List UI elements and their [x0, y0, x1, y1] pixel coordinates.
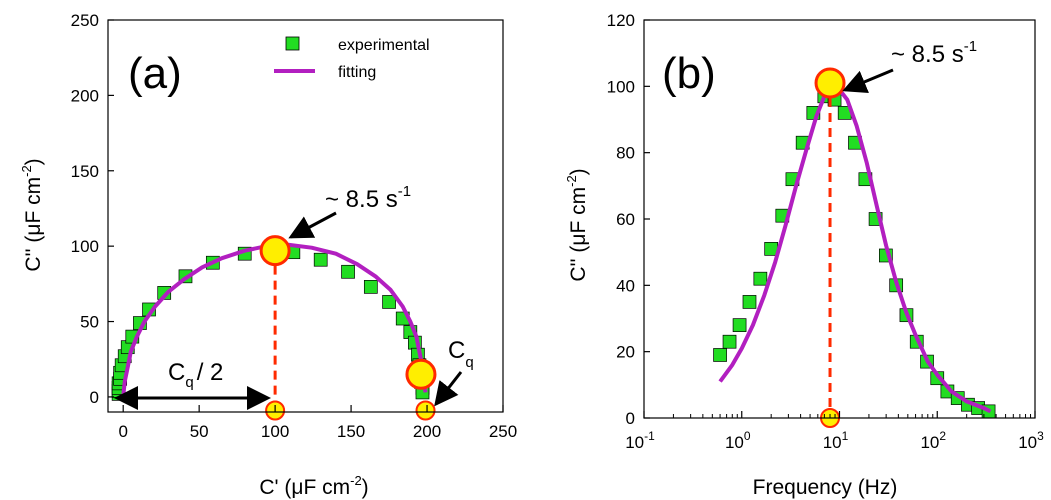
panel-b-y-ticks: 0 20 40 60 80 100 120 [607, 11, 650, 428]
legend-experimental-marker [285, 36, 300, 51]
panel-a-y-ticks: 0 50 100 150 200 250 [71, 11, 114, 407]
y-tick-label: 50 [80, 313, 99, 332]
panel-a-plot-frame [107, 19, 504, 413]
fitting-line [718, 84, 992, 414]
panel-a-y-axis-title: C'' (μF cm-2) [19, 158, 45, 271]
panel-a-peak-arrow [288, 211, 337, 239]
panel-a-legend: experimental fitting [274, 36, 430, 81]
x-tick-label: 100 [725, 429, 751, 452]
experimental-point [341, 264, 355, 279]
panel-a-x-axis-title: C' (μF cm-2) [259, 473, 368, 499]
experimental-point [382, 295, 396, 309]
panel-a-peak-annotation: ~ 8.5 s-1 [288, 183, 411, 239]
x-tick-label: 101 [823, 429, 849, 452]
x-tick-label: 100 [261, 422, 289, 441]
y-tick-label: 100 [71, 237, 99, 256]
y-tick-label: 100 [607, 77, 635, 96]
y-tick-label: 80 [616, 144, 635, 163]
axis-point [415, 400, 436, 421]
panel-a-peak-text: ~ 8.5 s-1 [325, 183, 411, 213]
panel-b-peak-text: ~ 8.5 s-1 [891, 38, 977, 68]
y-tick-label: 150 [71, 162, 99, 181]
x-tick-label: 150 [337, 422, 365, 441]
x-tick-label: 250 [489, 422, 517, 441]
experimental-point [742, 295, 757, 309]
panel-a-half-annotation: Cq/ 2 [114, 359, 271, 410]
panel-a-cq-text: Cq [448, 337, 474, 371]
experimental-point [313, 252, 328, 267]
x-tick-label: 102 [920, 429, 946, 452]
panel-b-experimental-series [713, 89, 996, 419]
panel-a: 0 50 100 150 200 250 0 50 100 150 200 250 (a) expe… [19, 11, 517, 499]
x-tick-label: 10-1 [625, 429, 655, 452]
y-tick-label: 0 [626, 409, 635, 428]
panel-a-label: (a) [128, 49, 182, 98]
experimental-point [363, 280, 378, 294]
panel-b-fitting-series [718, 84, 992, 414]
y-tick-label: 0 [90, 388, 99, 407]
legend-experimental-label: experimental [338, 37, 430, 54]
y-tick-label: 40 [616, 276, 635, 295]
panel-b-x-axis-title: Frequency (Hz) [753, 476, 898, 499]
panel-b-peak-arrow [842, 68, 894, 93]
highlight-point [814, 67, 846, 99]
panel-a-cq-arrow [434, 371, 463, 407]
panel-b: 10-1 100 101 102 103 0 20 40 60 80 100 120 (b) ~ 8… [564, 11, 1044, 499]
panel-a-x-ticks: 0 50 100 150 200 250 [118, 405, 517, 441]
panel-b-peak-annotation: ~ 8.5 s-1 [842, 38, 977, 93]
x-tick-label: 200 [413, 422, 441, 441]
highlight-point [259, 235, 291, 267]
y-tick-label: 20 [616, 343, 635, 362]
panel-a-half-text: Cq/ 2 [168, 359, 223, 391]
experimental-point [753, 271, 768, 286]
highlight-point [405, 358, 437, 390]
y-tick-label: 60 [616, 210, 635, 229]
experimental-point [732, 318, 747, 332]
x-tick-label: 103 [1018, 429, 1044, 452]
experimental-point [722, 334, 737, 349]
y-tick-label: 200 [71, 86, 99, 105]
panel-b-x-ticks: 10-1 100 101 102 103 [625, 411, 1044, 452]
panel-b-y-axis-title: C'' (μF cm-2) [564, 168, 590, 281]
x-tick-label: 0 [118, 422, 127, 441]
panel-a-cq-annotation: Cq [434, 337, 474, 407]
experimental-point [713, 348, 727, 362]
panel-b-label: (b) [662, 49, 716, 98]
y-tick-label: 120 [607, 11, 635, 30]
y-tick-label: 250 [71, 11, 99, 30]
x-tick-label: 50 [190, 422, 209, 441]
panel-a-experimental-series [111, 243, 430, 401]
legend-fitting-label: fitting [338, 64, 376, 81]
